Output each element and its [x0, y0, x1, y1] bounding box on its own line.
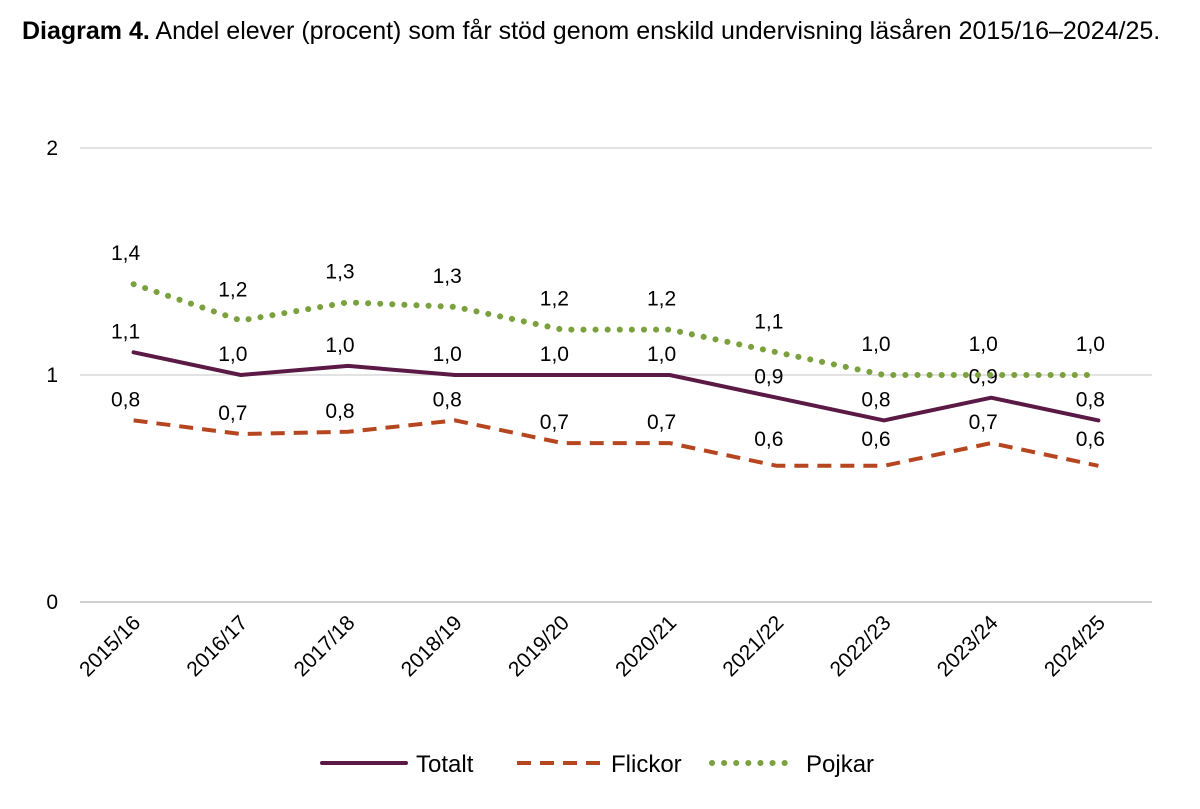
- data-label-pojkar: 1,3: [433, 265, 462, 288]
- series-line-totalt: [131, 350, 1101, 423]
- data-label-flickor: 0,7: [540, 411, 569, 434]
- x-tick-label: 2021/22: [718, 611, 788, 681]
- x-tick-label: 2022/23: [826, 611, 896, 681]
- legend-label-pojkar: Pojkar: [806, 751, 874, 778]
- chart-title-prefix: Diagram 4.: [22, 17, 150, 45]
- x-tick-label: 2018/19: [397, 611, 467, 681]
- data-label-flickor: 0,8: [325, 400, 354, 423]
- data-label-totalt: 0,9: [754, 366, 783, 389]
- chart-title-text: Andel elever (procent) som får stöd geno…: [149, 17, 1161, 45]
- x-tick-label: 2024/25: [1040, 611, 1110, 681]
- x-tick-label: 2015/16: [75, 611, 145, 681]
- data-label-flickor: 0,7: [647, 411, 676, 434]
- data-label-totalt: 1,0: [540, 343, 569, 366]
- data-label-flickor: 0,8: [111, 388, 140, 411]
- legend-label-totalt: Totalt: [416, 751, 474, 778]
- data-label-flickor: 0,6: [754, 428, 783, 451]
- data-label-totalt: 1,0: [433, 343, 462, 366]
- data-label-pojkar: 1,4: [111, 242, 141, 265]
- data-label-pojkar: 1,0: [1076, 333, 1105, 356]
- data-label-flickor: 0,8: [433, 388, 462, 411]
- y-tick-label: 2: [46, 137, 58, 160]
- y-tick-label: 1: [46, 364, 58, 387]
- y-tick-label: 0: [46, 591, 58, 614]
- data-label-flickor: 0,7: [218, 402, 247, 425]
- x-tick-label: 2017/18: [290, 611, 360, 681]
- x-tick-label: 2016/17: [182, 611, 252, 681]
- x-tick-label: 2019/20: [504, 611, 574, 681]
- series-line-pojkar: [130, 281, 1102, 378]
- data-label-totalt: 1,1: [111, 320, 140, 343]
- data-label-flickor: 0,6: [1076, 428, 1105, 451]
- x-tick-label: 2020/21: [611, 611, 681, 681]
- x-tick-label: 2023/24: [933, 611, 1003, 681]
- data-label-totalt: 1,0: [325, 334, 354, 357]
- data-label-totalt: 1,0: [647, 343, 676, 366]
- data-label-pojkar: 1,0: [861, 333, 890, 356]
- data-label-totalt: 1,0: [218, 343, 247, 366]
- data-label-flickor: 0,7: [969, 411, 998, 434]
- data-label-pojkar: 1,1: [754, 310, 783, 333]
- data-label-totalt: 0,8: [1076, 388, 1105, 411]
- data-label-pojkar: 1,0: [969, 333, 998, 356]
- data-label-pojkar: 1,2: [218, 279, 247, 302]
- data-label-pojkar: 1,2: [647, 288, 676, 311]
- data-label-pojkar: 1,3: [325, 260, 354, 283]
- chart-title: Diagram 4. Andel elever (procent) som få…: [22, 12, 1172, 50]
- series-line-flickor: [133, 418, 1099, 468]
- data-label-totalt: 0,8: [861, 388, 890, 411]
- legend-label-flickor: Flickor: [611, 751, 682, 778]
- data-label-totalt: 0,9: [969, 366, 998, 389]
- data-label-pojkar: 1,2: [540, 288, 569, 311]
- data-label-flickor: 0,6: [861, 428, 890, 451]
